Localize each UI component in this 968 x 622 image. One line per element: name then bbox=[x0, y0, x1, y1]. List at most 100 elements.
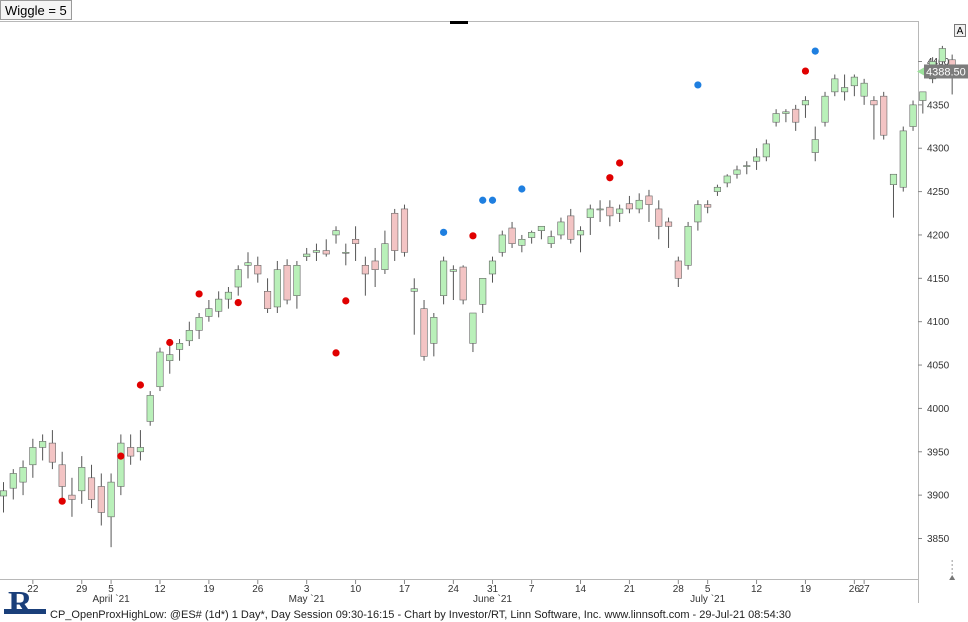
x-tick-label: 5 bbox=[108, 584, 114, 595]
price-chart[interactable]: 3850 3900 3950 4000 4050 4100 4150 4200 4250 4300… bbox=[0, 0, 968, 608]
y-tick-label: 4200 bbox=[927, 230, 950, 241]
candle-body bbox=[361, 265, 369, 275]
indicator-label[interactable]: Wiggle = 5 bbox=[0, 0, 72, 20]
candle-body bbox=[625, 203, 633, 210]
candle-body bbox=[606, 206, 614, 217]
x-tick-label: 14 bbox=[575, 584, 587, 595]
y-tick-label: 4150 bbox=[927, 274, 950, 285]
candle-body bbox=[78, 467, 86, 492]
candle-body bbox=[420, 308, 428, 357]
red-signal-dot bbox=[195, 290, 203, 298]
scroll-handle[interactable] bbox=[450, 21, 468, 24]
candle-body bbox=[811, 139, 819, 153]
red-signal-dot bbox=[469, 232, 477, 240]
candle-body bbox=[889, 173, 898, 185]
red-signal-dot bbox=[58, 497, 66, 505]
red-signal-dot bbox=[332, 349, 340, 357]
blue-signal-dot bbox=[488, 196, 497, 204]
candle-body bbox=[48, 442, 56, 463]
candle-body bbox=[870, 100, 878, 106]
candle-body bbox=[537, 225, 545, 231]
x-tick-label: 29 bbox=[76, 584, 88, 595]
candle-body bbox=[136, 447, 144, 453]
x-tick-label: 12 bbox=[154, 584, 166, 595]
candle-body bbox=[39, 441, 47, 448]
candle-body bbox=[400, 208, 409, 253]
candle-body bbox=[215, 298, 223, 312]
x-tick-label: 17 bbox=[399, 584, 411, 595]
candle-body bbox=[557, 221, 565, 236]
red-signal-dot bbox=[117, 452, 125, 460]
candle-body bbox=[430, 317, 438, 344]
y-tick-label: 3850 bbox=[927, 534, 950, 545]
x-tick-label: 10 bbox=[350, 584, 362, 595]
candle-body bbox=[713, 186, 721, 192]
candle-body bbox=[29, 447, 37, 466]
candle-body bbox=[586, 208, 594, 218]
blue-signal-dot bbox=[811, 47, 819, 55]
candle-body bbox=[567, 215, 575, 240]
candle-body bbox=[576, 230, 585, 236]
month-label: July `21 bbox=[690, 593, 725, 605]
y-tick-label: 4050 bbox=[927, 361, 950, 372]
candle-body bbox=[518, 238, 526, 246]
candle-body bbox=[391, 212, 399, 251]
x-tick-label: 12 bbox=[751, 584, 763, 595]
y-tick-label: 4000 bbox=[927, 404, 950, 415]
candle-body bbox=[919, 91, 927, 101]
candle-body bbox=[264, 291, 272, 309]
candle-body bbox=[801, 100, 810, 106]
candle-body bbox=[762, 143, 770, 158]
candle-body bbox=[410, 288, 418, 292]
candle-body bbox=[694, 204, 702, 223]
x-tick-label: 5 bbox=[705, 584, 711, 595]
candle-body bbox=[107, 481, 115, 518]
candle-body bbox=[596, 208, 604, 211]
chart-footer: CP_OpenProxHighLow: @ES# (1d*) 1 Day*, D… bbox=[50, 609, 791, 621]
x-tick-label: 26 bbox=[849, 584, 861, 595]
candle-body bbox=[880, 95, 888, 136]
candle-body bbox=[312, 250, 321, 253]
candle-body bbox=[175, 343, 184, 350]
blue-signal-dot bbox=[694, 81, 702, 89]
candle-body bbox=[293, 265, 301, 296]
candle-body bbox=[831, 78, 839, 93]
month-label: April `21 bbox=[92, 593, 130, 605]
month-label: May `21 bbox=[289, 593, 326, 605]
candle-body bbox=[322, 250, 330, 255]
candle-body bbox=[772, 113, 780, 123]
candle-body bbox=[547, 236, 555, 244]
candle-body bbox=[850, 76, 858, 87]
auto-scale-button[interactable]: A bbox=[954, 24, 966, 37]
last-price-box bbox=[924, 64, 968, 79]
candle-body bbox=[674, 260, 682, 279]
candle-body bbox=[704, 204, 712, 208]
candle-body bbox=[273, 269, 281, 308]
candle-body bbox=[352, 238, 360, 244]
investor-rt-logo: R bbox=[4, 585, 46, 620]
svg-text:R: R bbox=[8, 585, 33, 620]
candle-body bbox=[283, 265, 291, 301]
red-signal-dot bbox=[801, 67, 810, 75]
candle-body bbox=[234, 269, 242, 288]
candle-body bbox=[479, 278, 487, 305]
candle-body bbox=[332, 230, 340, 236]
candle-body bbox=[185, 330, 193, 342]
candle-body bbox=[733, 169, 741, 175]
red-signal-dot bbox=[136, 381, 145, 389]
y-tick-label: 4250 bbox=[927, 187, 950, 198]
candle-body bbox=[488, 260, 497, 275]
candle-body bbox=[127, 447, 135, 457]
candle-body bbox=[938, 48, 946, 62]
y-tick-label: 3950 bbox=[927, 447, 950, 458]
x-tick-label: 27 bbox=[859, 584, 871, 595]
last-price-pointer bbox=[917, 67, 924, 76]
candle-body bbox=[616, 208, 624, 214]
candle-body bbox=[224, 291, 232, 300]
x-tick-label: 21 bbox=[624, 584, 636, 595]
y-tick-label: 4350 bbox=[927, 100, 950, 111]
x-tick-label: 28 bbox=[673, 584, 685, 595]
x-tick-label: 19 bbox=[203, 584, 215, 595]
candle-body bbox=[508, 227, 516, 244]
x-tick-label: 7 bbox=[529, 584, 535, 595]
